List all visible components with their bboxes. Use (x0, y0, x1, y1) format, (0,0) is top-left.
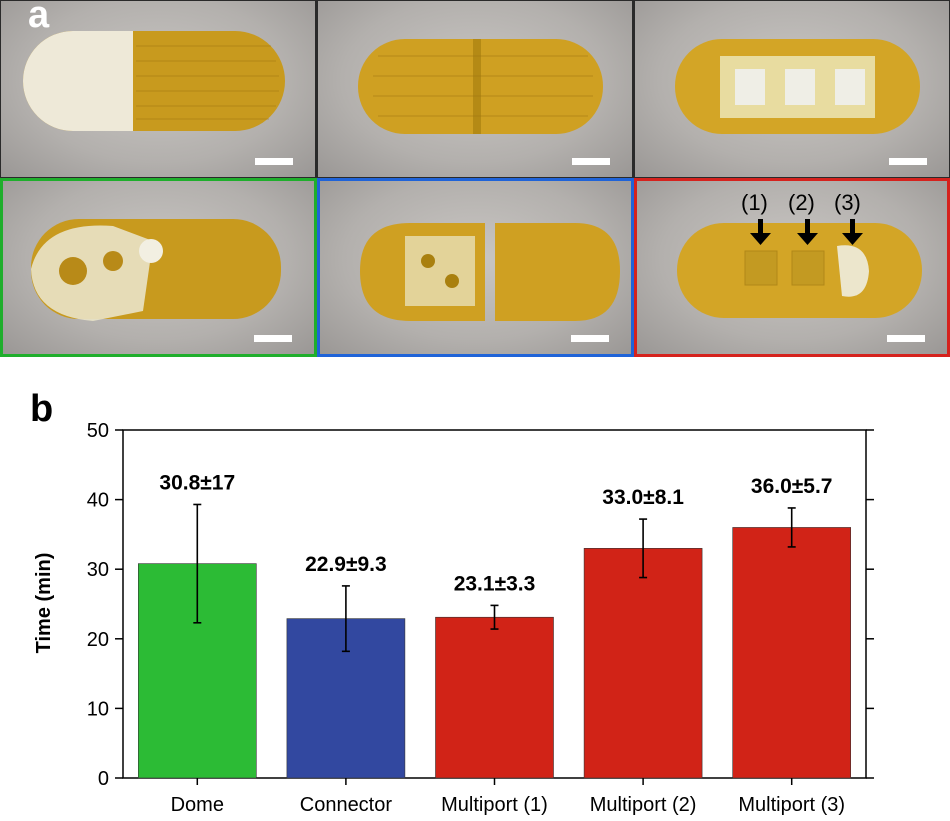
panel-a-label: a (28, 0, 50, 36)
data-label: 22.9±9.3 (305, 553, 387, 576)
y-tick-label: 0 (98, 768, 109, 790)
x-tick-label: Connector (300, 794, 393, 816)
y-tick-label: 30 (87, 559, 109, 581)
photo-dome-intact (1, 1, 315, 177)
x-tick-label: Multiport (2) (590, 794, 697, 816)
plot-frame (122, 429, 867, 779)
capsule-multiport-dissolved-image (677, 219, 922, 318)
data-label: 36.0±5.7 (751, 475, 833, 498)
y-tick-label: 40 (87, 490, 109, 512)
photo-connector-dissolved (317, 178, 634, 357)
y-ticks: 0 10 20 30 40 50 (87, 420, 874, 790)
capsule-dome-intact-image (23, 31, 285, 131)
data-label: 23.1±3.3 (454, 572, 536, 595)
x-tick-labels: Dome Connector Multiport (1) Multiport (2) M… (171, 778, 845, 816)
data-label: 33.0±8.1 (602, 486, 684, 509)
photo-multiport-intact (635, 1, 949, 177)
error-bars (193, 503, 796, 653)
capsule-connector-dissolved-image (360, 223, 620, 321)
scale-bar (887, 335, 925, 342)
y-axis-label: Time (min) (33, 553, 55, 654)
port-label-1: (1) (741, 190, 768, 215)
bars (138, 527, 852, 779)
capsule-multiport-intact-image (675, 39, 920, 134)
scale-bar (571, 335, 609, 342)
capsule-dome-dissolved-image (31, 219, 281, 321)
bar (138, 563, 257, 779)
bar (583, 548, 703, 779)
scale-bar (254, 335, 292, 342)
bar (435, 616, 554, 779)
photo-dome-dissolved (0, 178, 317, 357)
scale-bar (889, 158, 927, 165)
photo-connector-intact (318, 1, 632, 177)
x-tick-label: Multiport (3) (738, 794, 845, 816)
port-arrows (750, 219, 863, 245)
y-tick-label: 10 (87, 698, 109, 720)
capsule-connector-intact-image (358, 39, 603, 134)
y-tick-label: 50 (87, 420, 109, 442)
photo-grid (0, 0, 950, 357)
photo-multiport-dissolved (634, 178, 950, 357)
bar (286, 618, 406, 779)
x-tick-label: Multiport (1) (441, 794, 548, 816)
bar (732, 527, 852, 779)
scale-bar (572, 158, 610, 165)
data-labels: 30.8±17 22.9±9.3 23.1±3.3 33.0±8.1 36.0±5.7 (159, 471, 832, 595)
x-tick-label: Dome (171, 794, 224, 816)
panel-b-label: b (30, 388, 54, 430)
y-tick-label: 20 (87, 629, 109, 651)
scale-bar (255, 158, 293, 165)
port-label-3: (3) (834, 190, 861, 215)
port-label-2: (2) (788, 190, 815, 215)
data-label: 30.8±17 (159, 471, 235, 494)
